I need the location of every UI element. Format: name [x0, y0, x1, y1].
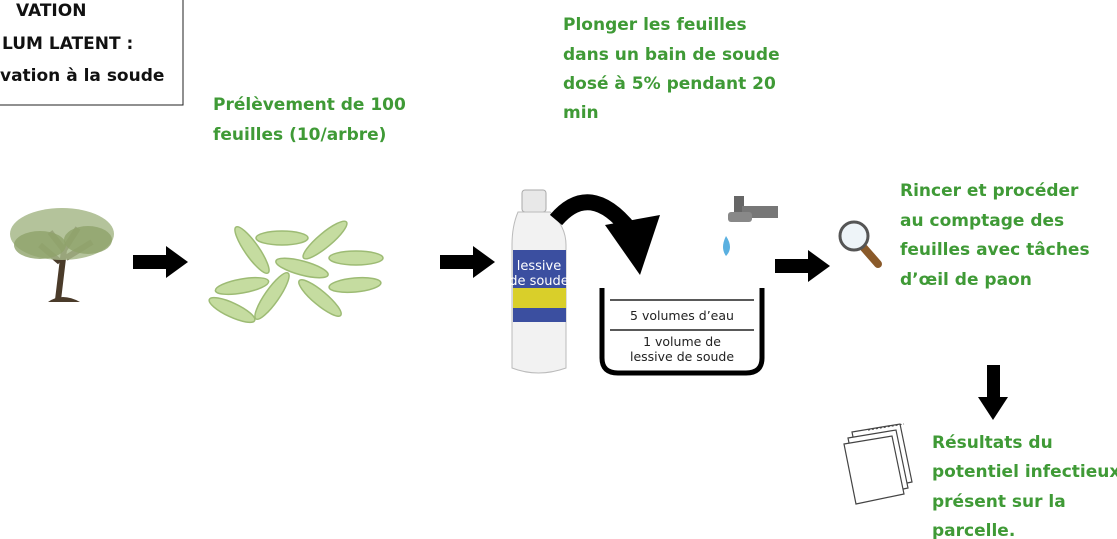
- arrow: [133, 246, 188, 278]
- header-line: LUM LATENT :: [2, 34, 133, 54]
- step-text: dans un bain de soude: [563, 45, 780, 65]
- tub: 5 volumes d’eau 1 volume de lessive de s…: [602, 288, 762, 373]
- notepad-icon: [844, 424, 912, 504]
- step-text: parcelle.: [932, 521, 1015, 539]
- leaves-icon: [206, 217, 383, 327]
- arrow: [775, 250, 830, 282]
- arrow: [978, 365, 1008, 420]
- step-text: Plonger les feuilles: [563, 15, 747, 35]
- diagram: VATION LUM LATENT : vation à la soude Pr…: [0, 0, 1117, 539]
- tub-label: lessive de soude: [630, 349, 734, 364]
- step-text: au comptage des: [900, 211, 1064, 231]
- tap-icon: [723, 196, 778, 256]
- magnifier-icon: [840, 222, 878, 264]
- header-line: vation à la soude: [0, 66, 164, 86]
- arrow: [440, 246, 495, 278]
- step-text: feuilles avec tâches: [900, 240, 1090, 260]
- step-text: présent sur la: [932, 492, 1066, 512]
- step-text: dosé à 5% pendant 20: [563, 74, 776, 94]
- bottle-label: lessive: [517, 259, 561, 274]
- step-text: potentiel infectieux: [932, 462, 1117, 482]
- step-text: Rincer et procéder: [900, 181, 1079, 201]
- step-text: feuilles (10/arbre): [213, 125, 386, 145]
- step-text: min: [563, 103, 599, 123]
- tree-icon: [10, 208, 114, 302]
- tub-label: 1 volume de: [643, 334, 721, 349]
- tub-label: 5 volumes d’eau: [630, 308, 734, 323]
- bottle-label: de soude: [509, 274, 569, 289]
- step-text: Résultats du: [932, 433, 1053, 453]
- header-line: VATION: [16, 1, 86, 21]
- curved-arrow-head: [605, 215, 660, 275]
- step-text: Prélèvement de 100: [213, 95, 406, 115]
- step-text: d’œil de paon: [900, 270, 1032, 290]
